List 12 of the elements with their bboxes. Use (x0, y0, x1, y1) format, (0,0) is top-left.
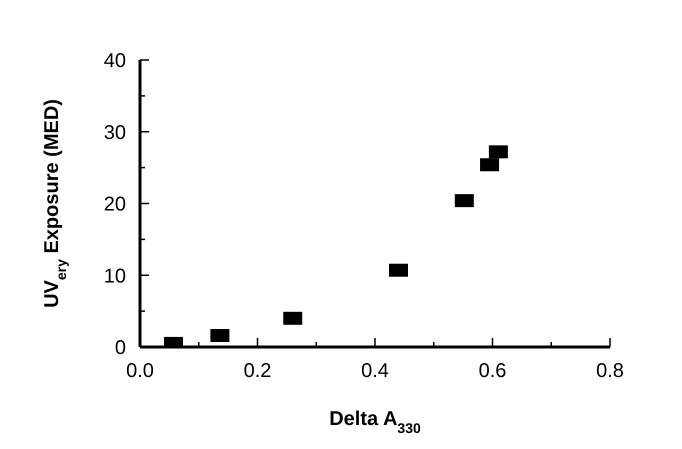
x-tick-label: 0.8 (596, 360, 624, 382)
x-tick-label: 0.4 (361, 360, 389, 382)
y-tick-label: 0 (114, 337, 126, 359)
x-tick-label: 0.2 (244, 360, 272, 382)
x-axis-title: Delta A$_{330}$ (329, 408, 421, 436)
y-tick-label: 20 (104, 194, 126, 216)
point (389, 264, 408, 277)
y-tick-label: 10 (104, 265, 126, 288)
x-tick-label: 0.0 (126, 360, 154, 382)
x-tick-label: 0.6 (478, 360, 506, 382)
y-tick-label: 30 (104, 122, 126, 144)
y-tick-label: 40 (104, 50, 126, 72)
